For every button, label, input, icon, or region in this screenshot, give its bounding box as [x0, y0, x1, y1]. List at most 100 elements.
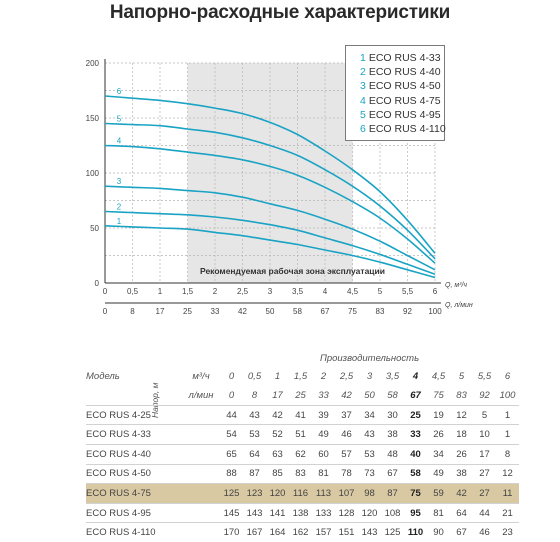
- x-tick-label: 5: [378, 287, 383, 296]
- x2-tick-label: 83: [376, 307, 385, 316]
- legend-number: 5: [360, 108, 366, 121]
- chart-ticks: 050100150200000,581171,5252332,5423503,5…: [86, 59, 473, 316]
- head-value-cell: 157: [312, 522, 335, 542]
- legend-number: 3: [360, 80, 366, 93]
- flow-m3-cell: 5,5: [477, 371, 492, 383]
- x2-tick-label: 33: [211, 307, 220, 316]
- legend-item: 2 ECO RUS 4-40: [360, 65, 444, 79]
- performance-header: Производительность: [319, 352, 420, 364]
- head-value-cell: 44: [473, 502, 496, 523]
- y-tick-label: 150: [86, 114, 100, 123]
- flow-m3-cell: 3: [366, 371, 373, 383]
- head-value-cell: 8: [496, 443, 519, 465]
- head-value-cell: 83: [289, 463, 312, 484]
- flow-m3-cell: 2: [320, 371, 327, 383]
- x2-tick-label: 67: [321, 307, 330, 316]
- head-value-cell: 38: [381, 424, 404, 445]
- y-tick-label: 200: [86, 59, 100, 68]
- flow-lmin-cell: 58: [387, 389, 398, 401]
- x-tick-label: 5,5: [402, 287, 414, 296]
- y-tick-label: 100: [86, 169, 100, 178]
- head-value-cell: 143: [243, 502, 266, 523]
- x-tick-label: 4,5: [347, 287, 359, 296]
- head-value-cell: 75: [404, 483, 427, 504]
- x2-tick-label: 58: [293, 307, 302, 316]
- head-value-cell: 87: [381, 483, 404, 504]
- series-number-label: 2: [117, 203, 122, 212]
- head-value-cell: 42: [266, 404, 289, 425]
- head-value-cell: 51: [289, 424, 312, 445]
- legend-item: 1 ECO RUS 4-33: [360, 51, 444, 65]
- x-tick-label: 0,5: [127, 287, 139, 296]
- head-value-cell: 98: [358, 483, 381, 504]
- x-tick-label: 3,5: [292, 287, 304, 296]
- x-tick-label: 1: [158, 287, 163, 296]
- table-corner: [182, 349, 220, 368]
- model-header: Модель: [86, 371, 120, 383]
- head-label-cell: [182, 483, 220, 504]
- table-row: ECO RUS 4-95 145 143 141 138 133 128 120 108 95 81…: [86, 502, 519, 523]
- x-tick-label: 2,5: [237, 287, 249, 296]
- legend-label: ECO RUS 4-95: [368, 108, 441, 121]
- flow-m3-cell: 1,5: [293, 371, 308, 383]
- head-value-cell: 133: [312, 502, 335, 523]
- legend-item: 5 ECO RUS 4-95: [360, 108, 444, 122]
- flow-lmin-cell: 25: [295, 389, 306, 401]
- head-value-cell: 141: [266, 502, 289, 523]
- head-value-cell: 27: [473, 483, 496, 504]
- head-value-cell: 81: [427, 502, 450, 523]
- table-header-row: Модель м³/ч 0 0,5 1 1,5 2 2,5 3 3,5 4 4,5 5 5,5 6: [86, 368, 519, 387]
- flow-m3-cell: 4,5: [431, 371, 446, 383]
- flow-m3-cell: 5: [458, 371, 465, 383]
- legend-number: 6: [360, 123, 366, 136]
- head-value-cell: 167: [243, 522, 266, 542]
- head-value-cell: 34: [358, 404, 381, 425]
- x2-tick-label: 100: [428, 307, 442, 316]
- head-label-cell: [182, 443, 220, 465]
- x-tick-label: 1,5: [182, 287, 194, 296]
- x-tick-label: 2: [213, 287, 218, 296]
- table-corner: [86, 349, 182, 368]
- head-value-cell: 162: [289, 522, 312, 542]
- series-line: [104, 225, 436, 279]
- head-value-cell: 37: [335, 404, 358, 425]
- x2-tick-label: 75: [348, 307, 357, 316]
- flow-m3-cell: 2,5: [339, 371, 354, 383]
- head-value-cell: 110: [404, 522, 427, 542]
- table-row: ECO RUS 4-25 44 43 42 41 39 37 34 30 25 19 12 5 1: [86, 404, 519, 425]
- head-value-cell: 95: [404, 502, 427, 523]
- head-value-cell: 48: [381, 443, 404, 465]
- series-number-label: 5: [117, 115, 122, 124]
- head-value-cell: 43: [358, 424, 381, 445]
- legend-number: 2: [360, 66, 366, 79]
- head-value-cell: 26: [450, 443, 473, 465]
- head-value-cell: 33: [404, 424, 427, 445]
- x-axis-label: Q, м³/ч: [445, 282, 467, 289]
- head-value-cell: 113: [312, 483, 335, 504]
- head-value-cell: 65: [220, 443, 243, 465]
- head-label-cell: [182, 522, 220, 542]
- head-value-cell: 107: [335, 483, 358, 504]
- head-value-cell: 78: [335, 463, 358, 484]
- head-value-cell: 88: [220, 463, 243, 484]
- y-tick-label: 50: [90, 224, 99, 233]
- head-value-cell: 64: [450, 502, 473, 523]
- model-name-cell: ECO RUS 4-40: [86, 443, 182, 465]
- head-value-cell: 60: [312, 443, 335, 465]
- flow-lmin-cell: 17: [272, 389, 283, 401]
- legend-label: ECO RUS 4-33: [368, 52, 441, 64]
- head-value-cell: 120: [358, 502, 381, 523]
- series-line: [104, 122, 436, 260]
- head-value-cell: 120: [266, 483, 289, 504]
- flow-m3-cell: 0: [228, 371, 235, 383]
- model-name-cell: ECO RUS 4-50: [86, 463, 182, 484]
- head-value-cell: 73: [358, 463, 381, 484]
- head-value-cell: 34: [427, 443, 450, 465]
- table-header-row: л/мин 0 8 17 25 33 42 50 58 67 75 83 92 100: [86, 386, 519, 405]
- x-tick-label: 6: [433, 287, 438, 296]
- head-value-cell: 12: [450, 404, 473, 425]
- head-value-cell: 53: [358, 443, 381, 465]
- flow-lmin-cell: 83: [456, 389, 467, 401]
- model-name-cell: ECO RUS 4-25: [86, 404, 182, 425]
